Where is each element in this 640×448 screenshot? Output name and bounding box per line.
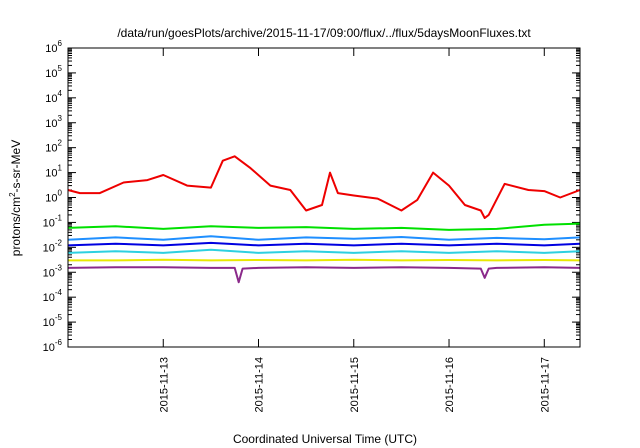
y-tick-label: 106	[45, 39, 62, 55]
series-line-2	[67, 248, 581, 254]
series-line-4	[67, 241, 581, 247]
y-tick-label: 102	[45, 139, 62, 155]
x-axis: 2015-11-13 2015-11-14 2015-11-15 2015-11-16…	[158, 48, 551, 412]
y-tick-label: 103	[45, 114, 62, 130]
y-tick-label: 10-1	[43, 213, 63, 229]
y-tick-label: 10-3	[43, 263, 63, 279]
x-tick-label: 2015-11-15	[349, 357, 361, 412]
y-axis-label: protons/cm2-s-sr-MeV	[8, 140, 23, 256]
x-tick-label: 2015-11-17	[539, 357, 551, 412]
series-line-5	[67, 222, 581, 231]
y-axis: 10-6 10-5 10-4 10-3 10-2 10-1 100 101 102 103 104 1…	[43, 39, 580, 354]
chart-title: /data/run/goesPlots/archive/2015-11-17/0…	[117, 26, 531, 40]
y-tick-label: 105	[45, 64, 62, 80]
x-tick-label: 2015-11-13	[158, 357, 170, 412]
y-tick-label: 10-6	[43, 338, 63, 354]
y-tick-label: 10-4	[43, 288, 63, 304]
series-line-6	[67, 266, 581, 284]
y-tick-label: 10-5	[43, 313, 63, 329]
y-tick-label: 10-2	[43, 238, 63, 254]
x-tick-label: 2015-11-16	[444, 357, 456, 412]
y-tick-label: 100	[45, 189, 62, 205]
y-tick-label: 104	[45, 89, 62, 105]
y-tick-label: 101	[45, 164, 62, 180]
series-line-1	[68, 258, 581, 262]
x-tick-label: 2015-11-14	[254, 357, 266, 412]
series-line-3	[67, 235, 581, 241]
series-line-7	[67, 155, 581, 219]
series-layer	[67, 155, 581, 284]
plot-frame	[67, 47, 581, 348]
x-axis-label: Coordinated Universal Time (UTC)	[233, 432, 417, 446]
